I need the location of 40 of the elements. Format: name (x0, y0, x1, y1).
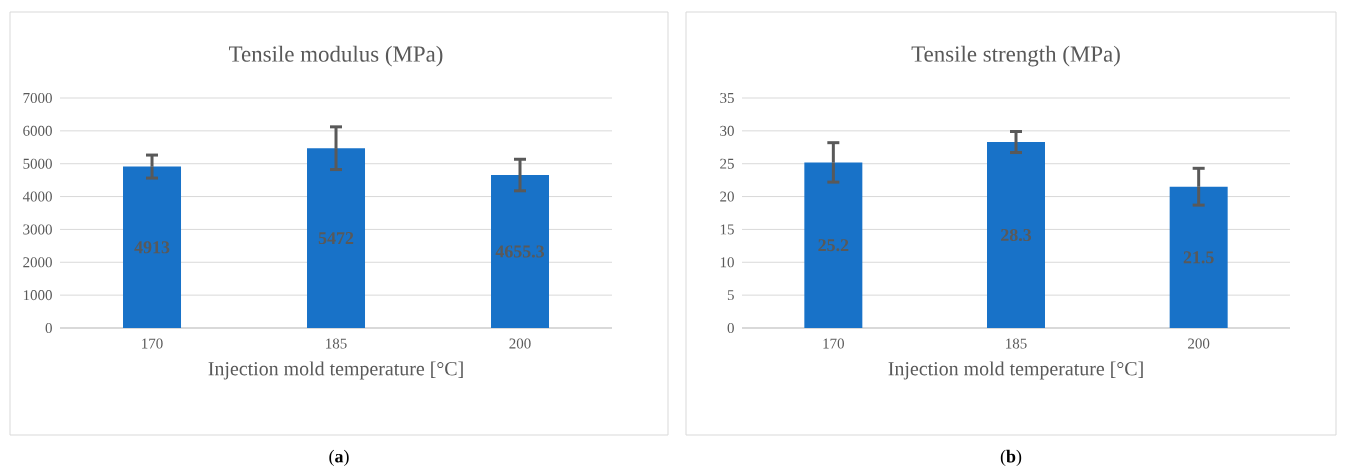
y-tick-label: 20 (720, 191, 734, 202)
y-tick-label: 3000 (23, 224, 52, 235)
data-label: 4655.3 (495, 245, 545, 258)
x-tick-label: 170 (142, 338, 163, 349)
y-tick-label: 15 (720, 224, 734, 235)
y-tick-label: 7000 (23, 92, 52, 103)
data-label: 4913 (134, 241, 170, 254)
y-tick-label: 2000 (23, 257, 52, 268)
y-tick-label: 10 (720, 257, 734, 268)
chart-title: Tensile strength (MPa) (911, 45, 1120, 67)
y-tick-label: 5000 (23, 158, 52, 169)
data-label: 28.3 (1001, 228, 1032, 241)
y-tick-label: 1000 (23, 289, 52, 300)
data-label: 21.5 (1183, 251, 1214, 264)
bar (987, 141, 1045, 328)
y-tick-label: 5 (727, 289, 734, 300)
y-tick-label: 4000 (22, 191, 52, 202)
bar (123, 166, 182, 328)
y-tick-label: 6000 (23, 125, 52, 136)
bar (1169, 186, 1228, 328)
x-tick-label: 185 (326, 338, 347, 349)
bar (491, 174, 550, 328)
x-axis-title: Injection mold temperature [°C] (208, 361, 463, 380)
x-tick-label: 185 (1006, 338, 1027, 349)
y-tick-label: 35 (720, 92, 734, 103)
data-label: 25.2 (818, 238, 849, 252)
y-tick-label: 0 (727, 322, 734, 333)
chart-title: Tensile modulus (MPa) (229, 45, 443, 67)
x-tick-label: 200 (509, 338, 531, 349)
bar (804, 162, 863, 328)
data-label: 5472 (318, 231, 354, 244)
x-tick-label: 170 (823, 338, 844, 349)
text: (a) (329, 449, 349, 466)
x-tick-label: 200 (1188, 338, 1210, 349)
y-tick-label: 25 (720, 158, 734, 169)
bar (307, 147, 366, 328)
y-tick-label: 30 (720, 125, 734, 136)
y-tick-label: 0 (45, 322, 52, 333)
text: (b) (1000, 449, 1022, 466)
x-axis-title: Injection mold temperature [°C] (888, 361, 1143, 380)
